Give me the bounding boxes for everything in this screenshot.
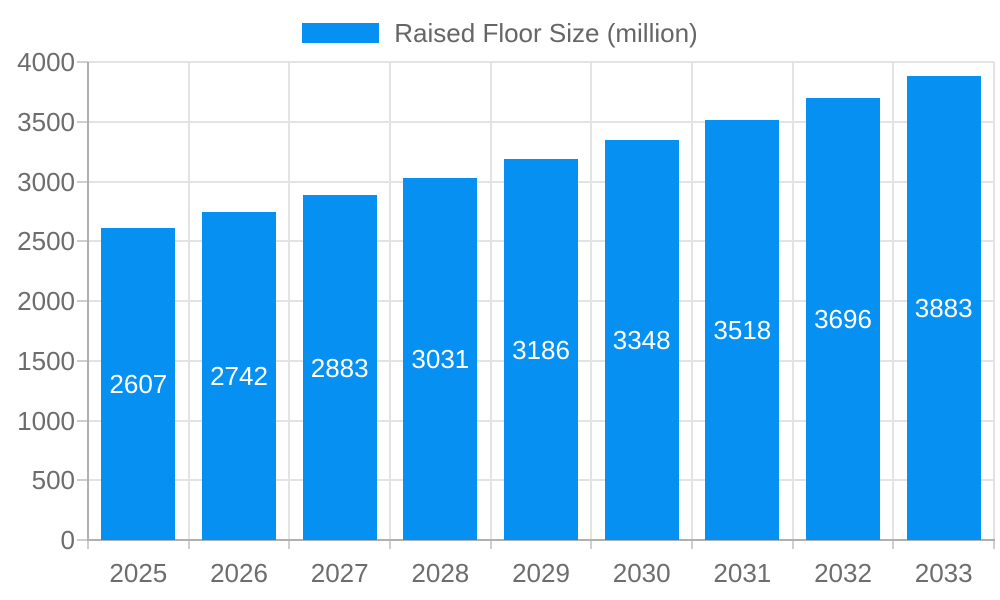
gridline-horizontal: [88, 61, 994, 63]
x-axis-tick: [288, 540, 291, 549]
bar-2029[interactable]: [504, 159, 578, 540]
bar-2033[interactable]: [906, 75, 981, 540]
y-axis-tick: [77, 61, 88, 63]
bar-value-label: 3518: [713, 314, 772, 345]
gridline-vertical: [993, 62, 995, 540]
gridline-vertical: [590, 62, 593, 540]
gridline-vertical: [288, 62, 291, 540]
y-axis-tick: [77, 539, 88, 541]
bar-value-label: 2607: [109, 369, 168, 400]
bar-2032[interactable]: [806, 98, 880, 540]
bar-value-label: 3348: [612, 324, 671, 355]
x-axis-label: 2027: [310, 558, 369, 588]
x-axis-tick: [993, 540, 995, 549]
legend-label: Raised Floor Size (million): [394, 18, 698, 48]
bar-value-label: 3696: [814, 304, 872, 335]
x-axis-label: 2029: [512, 558, 570, 588]
x-axis-tick: [87, 540, 89, 549]
legend-swatch: [302, 23, 380, 43]
legend[interactable]: Raised Floor Size (million): [0, 18, 1000, 48]
x-axis-tick: [389, 540, 391, 549]
x-axis-tick: [892, 540, 895, 549]
y-axis-tick: [77, 479, 88, 482]
bar-2027[interactable]: [302, 195, 377, 540]
x-axis-label: 2033: [914, 558, 973, 588]
gridline-vertical: [389, 62, 391, 540]
x-axis-label: 2032: [814, 558, 872, 588]
y-axis-label: 0: [60, 525, 75, 555]
bar-2030[interactable]: [604, 139, 679, 540]
x-axis-label: 2031: [713, 558, 772, 588]
y-axis-label: 1500: [17, 345, 75, 376]
gridline-vertical: [691, 62, 693, 540]
x-axis-line: [87, 539, 995, 541]
x-axis-label: 2030: [612, 558, 671, 588]
bar-2025[interactable]: [101, 228, 176, 540]
x-axis-tick: [691, 540, 693, 549]
bar-value-label: 3883: [914, 292, 973, 323]
gridline-vertical: [892, 62, 895, 540]
y-axis-tick: [77, 419, 88, 422]
y-axis-label: 2000: [17, 286, 75, 316]
bar-value-label: 3031: [411, 343, 470, 374]
y-axis-line: [87, 62, 89, 540]
y-axis-label: 3500: [17, 106, 75, 137]
y-axis-tick: [77, 240, 88, 243]
y-axis-tick: [77, 359, 88, 362]
bar-2026[interactable]: [202, 212, 276, 540]
y-axis-tick: [77, 300, 88, 302]
bar-value-label: 3186: [512, 334, 570, 365]
x-axis-label: 2028: [411, 558, 470, 588]
x-axis-tick: [791, 540, 794, 549]
gridline-vertical: [187, 62, 190, 540]
x-axis-label: 2025: [109, 558, 168, 588]
y-axis-label: 500: [31, 465, 75, 496]
x-axis-tick: [187, 540, 190, 549]
y-axis-label: 4000: [17, 47, 75, 77]
y-axis-tick: [77, 180, 88, 183]
bar-value-label: 2742: [210, 361, 268, 392]
bar-value-label: 2883: [310, 352, 369, 383]
gridline-vertical: [489, 62, 492, 540]
y-axis-label: 2500: [17, 226, 75, 257]
x-axis-tick: [590, 540, 593, 549]
x-axis-label: 2026: [210, 558, 268, 588]
gridline-vertical: [791, 62, 794, 540]
y-axis-label: 1000: [17, 405, 75, 436]
y-axis-label: 3000: [17, 166, 75, 197]
bar-2028[interactable]: [403, 177, 478, 540]
x-axis-tick: [489, 540, 492, 549]
gridline-horizontal: [88, 120, 994, 123]
y-axis-tick: [77, 120, 88, 123]
bar-2031[interactable]: [705, 119, 780, 540]
